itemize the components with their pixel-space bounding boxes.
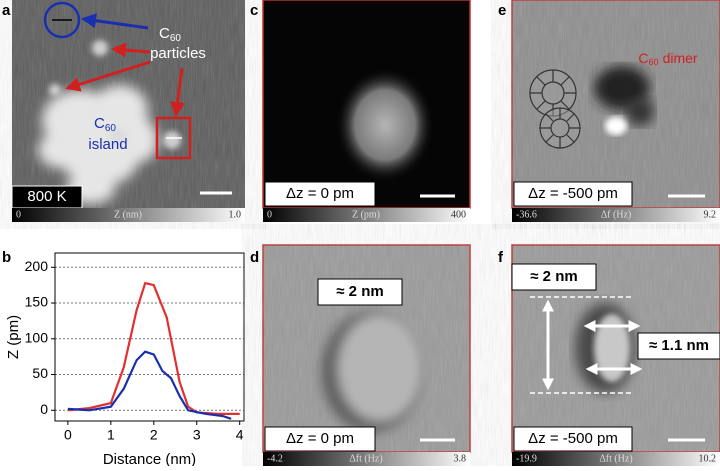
plot-frame — [54, 252, 245, 422]
square-marker — [155, 116, 192, 160]
y-tick-label: 50 — [32, 365, 48, 381]
panel-d: ≈ 2 nm Δz = 0 pm -4.2 Δft (Hz) 3.8 d — [250, 244, 471, 466]
colorbar — [512, 208, 720, 222]
cb-min: -19.9 — [516, 453, 537, 464]
panel-e: C60 dimer Δz = -500 pm -36.6 Δf (Hz) 9.2 … — [498, 0, 720, 222]
y-tick-label: 150 — [25, 294, 49, 310]
panel-letter: e — [498, 2, 506, 19]
arrow — [81, 13, 149, 30]
colorbar — [12, 208, 245, 222]
panel-b: b 0 50 100 150 200 0 1 2 3 4 Distance (nm) Z (pm) — [2, 249, 245, 468]
label-sub: 60 — [170, 33, 182, 44]
label-box — [637, 332, 720, 360]
height-label: Δz = 0 pm — [286, 430, 354, 447]
label-base: C — [159, 25, 170, 42]
label-sub: 60 — [649, 57, 659, 67]
cb-label: Z (pm) — [352, 209, 380, 220]
y-tick-label: 0 — [40, 401, 48, 417]
x-tick-label: 2 — [150, 427, 158, 443]
island-label: C60 — [94, 115, 116, 134]
island — [38, 85, 158, 204]
colorbar — [512, 452, 720, 466]
x-tick-label: 1 — [107, 427, 115, 443]
label-box — [513, 181, 633, 207]
label-box — [317, 278, 403, 306]
size-label: ≈ 2 nm — [530, 268, 577, 285]
circle-marker — [43, 1, 81, 39]
label-base: C — [94, 115, 105, 132]
molecule-bright — [594, 314, 630, 382]
temperature: 800 K — [27, 188, 66, 205]
cb-label: Δf (Hz) — [601, 209, 632, 220]
cb-min: 0 — [267, 209, 272, 220]
line-series — [67, 350, 232, 420]
x-axis-label: Distance (nm) — [103, 451, 196, 466]
cb-max: 400 — [451, 209, 466, 220]
cb-min: -4.2 — [267, 453, 283, 464]
height-label: Δz = -500 pm — [528, 185, 618, 202]
panel-letter: c — [250, 2, 258, 19]
x-tick-label: 0 — [64, 427, 72, 443]
label-box — [511, 263, 597, 291]
cb-max: 1.0 — [229, 209, 242, 220]
size-label: ≈ 2 nm — [336, 283, 383, 300]
x-tick-label: 4 — [236, 427, 244, 443]
width-label: ≈ 1.1 nm — [649, 337, 709, 354]
label-sub: 60 — [105, 123, 117, 134]
particles-label: C60 — [159, 25, 181, 44]
panel-c: Δz = 0 pm 0 Z (pm) 400 c — [250, 0, 471, 222]
particles-text: particles — [150, 45, 206, 62]
cb-max: 9.2 — [704, 209, 717, 220]
panel-letter: d — [250, 249, 259, 266]
y-tick-label: 200 — [25, 258, 49, 274]
bright-lobe — [605, 117, 627, 135]
cb-label: Z (nm) — [114, 209, 142, 220]
colorbar — [263, 452, 470, 466]
molecule — [336, 313, 424, 423]
cb-label: Δft (Hz) — [349, 453, 382, 464]
island-text: island — [88, 136, 127, 153]
label-text: dimer — [663, 50, 698, 66]
arrow — [65, 60, 151, 92]
cb-min: 0 — [16, 209, 21, 220]
c60-model — [529, 69, 581, 149]
label-box — [264, 181, 376, 207]
particles — [49, 40, 181, 149]
label-box — [264, 426, 376, 452]
molecule — [335, 67, 435, 183]
line-series — [67, 281, 240, 415]
height-label: Δz = -500 pm — [528, 430, 618, 447]
cb-min: -36.6 — [516, 209, 537, 220]
x-tick-label: 3 — [193, 427, 201, 443]
dimer-label: C60 dimer — [638, 50, 697, 68]
arrow — [170, 67, 185, 117]
label-base: C — [638, 50, 648, 66]
arrow — [111, 42, 151, 58]
panel-a: C60 particles C60 island 800 K 0 Z (nm) … — [2, 0, 245, 222]
dark-lobe — [626, 98, 654, 126]
colorbar — [263, 208, 470, 222]
panel-letter: b — [2, 249, 11, 266]
label-box — [513, 426, 633, 452]
panel-letter: a — [2, 2, 11, 19]
height-label: Δz = 0 pm — [286, 185, 354, 202]
panel-f: ≈ 2 nm ≈ 1.1 nm Δz = -500 pm -19.9 Δft (… — [498, 244, 720, 466]
cb-max: 3.8 — [454, 453, 467, 464]
cb-label: Δft (Hz) — [599, 453, 632, 464]
y-tick-label: 100 — [25, 329, 49, 345]
y-axis-label: Z (pm) — [5, 315, 22, 359]
panel-letter: f — [498, 249, 504, 266]
cb-max: 10.2 — [699, 453, 717, 464]
